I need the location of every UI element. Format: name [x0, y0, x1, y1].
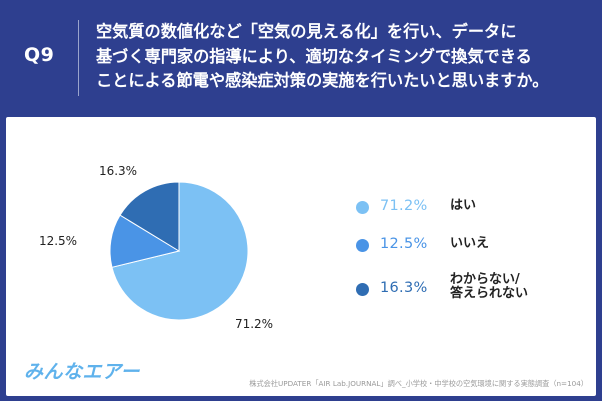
question-line-2: 基づく専門家の指導により、適切なタイミングで換気できる: [96, 46, 532, 66]
chart-legend: 71.2% はい 12.5% いいえ 16.3% わからない/ 答えられない: [356, 117, 596, 396]
question-number: Q9: [24, 44, 55, 66]
pie-slice-unknown: [119, 181, 180, 252]
legend-dot-no: [356, 239, 369, 252]
slice-label-no: 12.5%: [39, 234, 77, 248]
legend-label-unknown-line-1: わからない/: [450, 272, 520, 287]
chart-card: 71.2% 12.5% 16.3% 71.2% はい 12.5% いいえ 16.3%…: [6, 117, 596, 396]
legend-pct-yes: 71.2%: [380, 198, 428, 214]
pie-chart: 71.2% 12.5% 16.3%: [39, 164, 273, 331]
legend-pct-no: 12.5%: [380, 236, 428, 252]
legend-label-unknown: わからない/ 答えられない: [450, 273, 528, 301]
brand-logo: みんなエアー: [24, 361, 140, 383]
legend-label-no: いいえ: [450, 236, 490, 251]
question-line-1: 空気質の数値化など「空気の見える化」を行い、データに: [96, 22, 517, 41]
question-text: 空気質の数値化など「空気の見える化」を行い、データに 基づく専門家の指導により、…: [96, 20, 596, 94]
legend-pct-unknown: 16.3%: [380, 280, 428, 296]
slice-label-unknown: 16.3%: [99, 164, 137, 178]
source-note: 株式会社UPDATER「AIR Lab.JOURNAL」調べ_小学校・中学校の空…: [249, 379, 588, 388]
question-line-3: ことによる節電や感染症対策の実施を行いたいと思いますか。: [96, 71, 549, 90]
legend-dot-yes: [356, 201, 369, 214]
header-divider: [78, 20, 79, 96]
legend-dot-unknown: [356, 283, 369, 296]
slice-label-yes: 71.2%: [235, 317, 273, 331]
pie-slice-yes: [111, 181, 249, 321]
question-header: Q9 空気質の数値化など「空気の見える化」を行い、データに 基づく専門家の指導に…: [0, 0, 602, 112]
legend-label-yes: はい: [450, 198, 477, 213]
legend-label-unknown-line-2: 答えられない: [450, 286, 529, 301]
